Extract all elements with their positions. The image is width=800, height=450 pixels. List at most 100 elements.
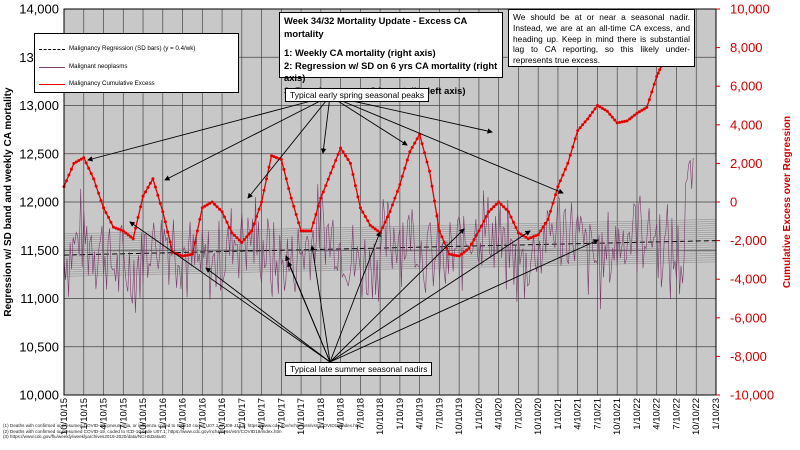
excess-point	[257, 207, 261, 211]
excess-point	[479, 224, 483, 228]
right-tick-label: 6,000	[730, 79, 763, 94]
excess-point	[635, 111, 639, 115]
excess-point	[94, 184, 98, 188]
excess-point	[319, 196, 323, 200]
excess-point	[541, 225, 545, 229]
excess-point	[625, 119, 629, 123]
peak-arrow	[329, 95, 493, 134]
excess-point	[376, 229, 380, 233]
x-tick-label: 4/10/15	[99, 398, 110, 430]
excess-point	[297, 221, 301, 225]
sd-band-line	[63, 261, 717, 277]
excess-point	[92, 177, 96, 181]
excess-point	[381, 226, 385, 230]
sd-band-line	[63, 250, 717, 266]
excess-point	[265, 177, 268, 181]
peak-arrow	[329, 95, 564, 194]
excess-point	[519, 232, 523, 236]
excess-point	[282, 167, 286, 171]
excess-point	[220, 210, 224, 214]
excess-point	[158, 201, 162, 205]
left-tick-label: 13,000	[19, 98, 59, 113]
excess-point	[373, 227, 377, 231]
excess-point	[114, 226, 118, 230]
excess-point	[630, 115, 634, 119]
chart-title: Week 34/32 Mortality Update - Excess CA …	[284, 15, 467, 39]
left-tick-label: 12,500	[19, 146, 59, 161]
x-tick-label: 10/10/16	[217, 398, 228, 435]
legend-weekly-swatch	[39, 67, 65, 68]
excess-point	[472, 238, 476, 242]
x-tick-label: 1/10/19	[395, 398, 406, 430]
nadir-arrow	[329, 230, 531, 363]
nadir-arrow	[310, 245, 331, 363]
excess-point	[148, 181, 152, 185]
excess-point	[131, 237, 135, 241]
excess-point	[371, 225, 375, 229]
excess-point	[237, 238, 241, 242]
cumulative-excess-series	[62, 51, 695, 258]
x-tick-label: 7/10/20	[513, 398, 524, 430]
excess-point	[134, 226, 138, 230]
excess-point	[87, 166, 91, 170]
x-tick-label: 10/10/18	[375, 398, 386, 435]
excess-point	[334, 159, 338, 162]
excess-point	[302, 229, 306, 233]
peak-arrow	[320, 95, 331, 154]
excess-point	[210, 200, 214, 204]
x-tick-label: 1/10/20	[474, 398, 485, 430]
excess-point	[642, 107, 646, 111]
excess-point	[573, 137, 577, 141]
excess-point	[637, 110, 641, 114]
excess-point	[250, 229, 254, 233]
x-tick-label: 7/10/15	[118, 398, 129, 430]
excess-point	[267, 165, 271, 169]
excess-point	[423, 151, 427, 155]
excess-point	[230, 231, 234, 235]
excess-point	[363, 215, 367, 218]
excess-point	[358, 206, 362, 210]
excess-point	[324, 184, 328, 188]
right-tick-label: 2,000	[730, 156, 763, 171]
excess-point	[156, 193, 160, 197]
excess-point	[647, 98, 651, 102]
excess-point	[497, 200, 501, 204]
excess-point	[223, 215, 226, 219]
excess-point	[344, 154, 347, 158]
legend-regression-swatch	[39, 49, 65, 50]
excess-point	[366, 219, 370, 223]
excess-point	[181, 254, 184, 258]
peak-arrow	[247, 95, 331, 199]
excess-point	[307, 229, 310, 233]
excess-point	[361, 210, 365, 214]
x-tick-label: 7/10/19	[434, 398, 445, 430]
right-tick-label: 4,000	[730, 117, 763, 132]
excess-point	[235, 236, 239, 240]
excess-point	[107, 215, 110, 219]
right-tick-label: -4,000	[730, 272, 767, 287]
excess-point	[610, 115, 614, 119]
excess-point	[531, 235, 535, 239]
excess-point	[126, 233, 130, 237]
excess-point	[566, 161, 570, 165]
x-tick-label: 4/10/19	[415, 398, 426, 430]
excess-point	[645, 105, 649, 109]
right-tick-label: -2,000	[730, 233, 767, 248]
excess-point	[656, 71, 660, 75]
annotation-arrows	[87, 59, 687, 363]
excess-point	[79, 157, 83, 161]
x-tick-label: 4/10/16	[178, 398, 189, 430]
x-tick-label: 10/10/15	[59, 398, 70, 435]
right-tick-label: -6,000	[730, 310, 767, 325]
excess-point	[136, 215, 140, 219]
excess-point	[598, 105, 602, 109]
excess-point	[613, 118, 617, 122]
excess-point	[72, 161, 76, 165]
excess-point	[67, 173, 71, 177]
x-tick-label: 1/10/18	[316, 398, 327, 430]
x-tick-label: 10/10/17	[296, 398, 307, 435]
excess-point	[425, 160, 429, 164]
excess-point	[65, 179, 68, 183]
excess-point	[620, 120, 624, 124]
excess-point	[163, 220, 167, 224]
